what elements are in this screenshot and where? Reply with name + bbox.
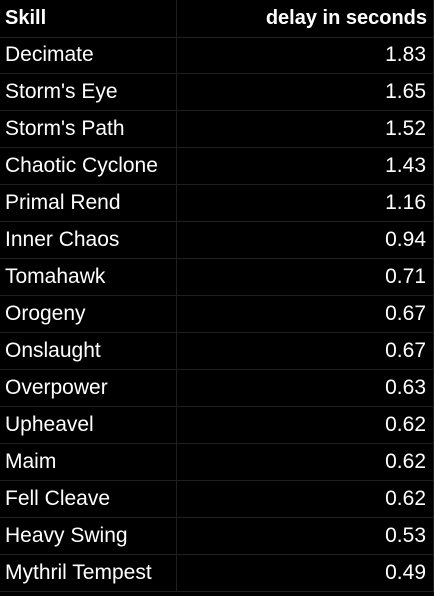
cell-skill[interactable]: Decimate [0, 37, 177, 74]
cell-delay[interactable]: 0.62 [177, 481, 434, 518]
cell-delay[interactable]: 1.83 [177, 37, 434, 74]
header-delay[interactable]: delay in seconds [177, 0, 434, 38]
cell-skill[interactable]: Onslaught [0, 333, 177, 370]
header-skill[interactable]: Skill [0, 0, 177, 38]
cell-delay[interactable]: 0.62 [177, 407, 434, 444]
cell-delay[interactable]: 1.65 [177, 74, 434, 111]
cell-delay[interactable]: 0.71 [177, 259, 434, 296]
cell-delay[interactable]: 1.16 [177, 185, 434, 222]
cell-delay[interactable]: 1.52 [177, 111, 434, 148]
cell-skill[interactable]: Storm's Path [0, 111, 177, 148]
cell-skill[interactable]: Storm's Eye [0, 74, 177, 111]
cell-delay[interactable]: 0.63 [177, 370, 434, 407]
cell-delay[interactable]: 0.67 [177, 333, 434, 370]
cell-delay[interactable]: 1.43 [177, 148, 434, 185]
cell-skill[interactable]: Mythril Tempest [0, 555, 177, 592]
cell-skill[interactable]: Primal Rend [0, 185, 177, 222]
cell-delay[interactable]: 0.67 [177, 296, 434, 333]
cell-delay[interactable]: 0.53 [177, 518, 434, 555]
cell-skill[interactable]: Overpower [0, 370, 177, 407]
cell-skill[interactable]: Inner Chaos [0, 222, 177, 259]
cell-delay[interactable]: 0.49 [177, 555, 434, 592]
cell-skill[interactable]: Tomahawk [0, 259, 177, 296]
cell-skill[interactable]: Orogeny [0, 296, 177, 333]
cell-skill[interactable]: Maim [0, 444, 177, 481]
cell-skill[interactable]: Fell Cleave [0, 481, 177, 518]
cell-skill[interactable]: Upheavel [0, 407, 177, 444]
cell-skill[interactable]: Heavy Swing [0, 518, 177, 555]
cell-skill[interactable]: Chaotic Cyclone [0, 148, 177, 185]
cell-delay[interactable]: 0.94 [177, 222, 434, 259]
cell-delay[interactable]: 0.62 [177, 444, 434, 481]
